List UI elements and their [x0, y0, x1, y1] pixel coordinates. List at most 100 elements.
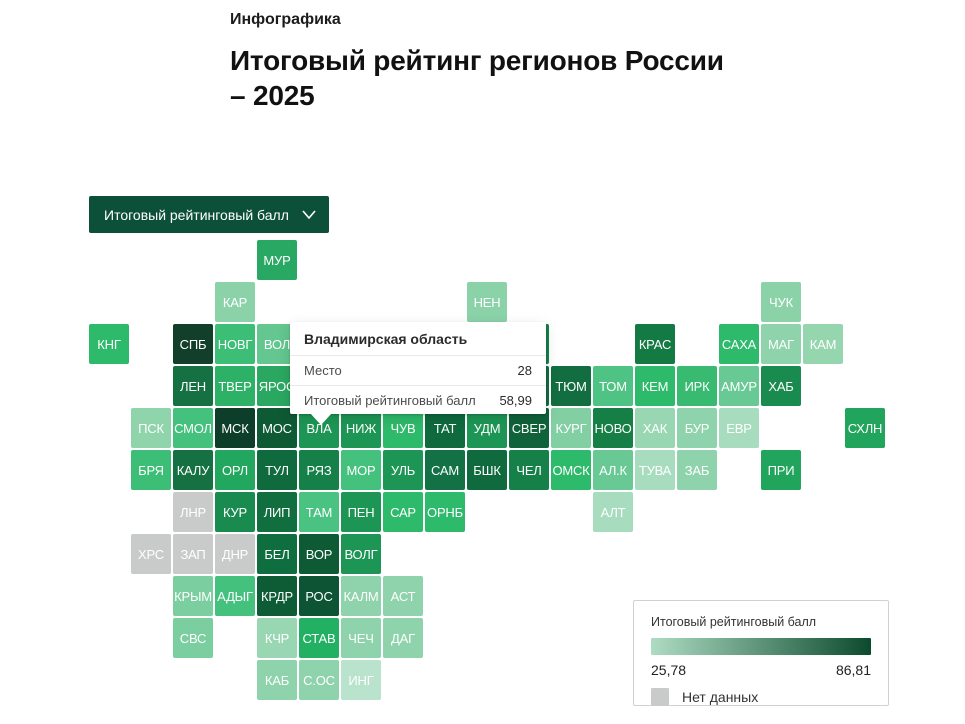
region-tile-СПБ[interactable]: СПБ	[173, 324, 213, 364]
region-tile-РОС[interactable]: РОС	[299, 576, 339, 616]
region-tile-БУР[interactable]: БУР	[677, 408, 717, 448]
region-tile-ПРИ[interactable]: ПРИ	[761, 450, 801, 490]
region-tile-УЛЬ[interactable]: УЛЬ	[383, 450, 423, 490]
region-tile-ТАМ[interactable]: ТАМ	[299, 492, 339, 532]
region-tile-АЛТ[interactable]: АЛТ	[593, 492, 633, 532]
page-title: Итоговый рейтинг регионов России – 2025	[230, 43, 724, 113]
region-tile-РЯЗ[interactable]: РЯЗ	[299, 450, 339, 490]
legend-range: 25,78 86,81	[651, 662, 871, 678]
region-tile-ДАГ[interactable]: ДАГ	[383, 618, 423, 658]
region-tile-ОРЛ[interactable]: ОРЛ	[215, 450, 255, 490]
region-tile-ОРНБ[interactable]: ОРНБ	[425, 492, 465, 532]
region-tile-СХЛН[interactable]: СХЛН	[845, 408, 885, 448]
region-tile-ПСК[interactable]: ПСК	[131, 408, 171, 448]
region-tile-САМ[interactable]: САМ	[425, 450, 465, 490]
region-tile-МСК[interactable]: МСК	[215, 408, 255, 448]
region-tile-БШК[interactable]: БШК	[467, 450, 507, 490]
region-tile-КРЫМ[interactable]: КРЫМ	[173, 576, 213, 616]
legend-panel: Итоговый рейтинговый балл 25,78 86,81 Не…	[633, 600, 889, 706]
region-tile-ХАК[interactable]: ХАК	[635, 408, 675, 448]
no-data-label: Нет данных	[682, 689, 759, 705]
region-tile-АМУР[interactable]: АМУР	[719, 366, 759, 406]
region-tile-ИРК[interactable]: ИРК	[677, 366, 717, 406]
page-title-line2: – 2025	[230, 80, 315, 111]
page-title-line1: Итоговый рейтинг регионов России	[230, 45, 724, 76]
region-tile-КРАС[interactable]: КРАС	[635, 324, 675, 364]
region-tile-МУР[interactable]: МУР	[257, 240, 297, 280]
region-tile-ЧУК[interactable]: ЧУК	[761, 282, 801, 322]
region-tile-ТАТ[interactable]: ТАТ	[425, 408, 465, 448]
legend-title: Итоговый рейтинговый балл	[651, 615, 817, 629]
region-tile-ХРС[interactable]: ХРС	[131, 534, 171, 574]
region-tile-ЧЕЧ[interactable]: ЧЕЧ	[341, 618, 381, 658]
region-tile-КАЛУ[interactable]: КАЛУ	[173, 450, 213, 490]
region-tile-САХА[interactable]: САХА	[719, 324, 759, 364]
tooltip-place-row: Место 28	[290, 356, 546, 385]
region-tile-КЧР[interactable]: КЧР	[257, 618, 297, 658]
region-tile-АСТ[interactable]: АСТ	[383, 576, 423, 616]
tooltip-place-label: Место	[304, 363, 342, 378]
region-tile-КАР[interactable]: КАР	[215, 282, 255, 322]
region-tile-СВС[interactable]: СВС	[173, 618, 213, 658]
legend-gradient-bar	[651, 638, 871, 655]
region-tile-КАМ[interactable]: КАМ	[803, 324, 843, 364]
region-tile-НЕН[interactable]: НЕН	[467, 282, 507, 322]
region-tile-ОМСК[interactable]: ОМСК	[551, 450, 591, 490]
region-tile-СМОЛ[interactable]: СМОЛ	[173, 408, 213, 448]
tile-grid-map: МУР КАР НЕН ЧУК КНГ СПБ НОВГ ВОЛ КРАС САХА МАГ КАМ Л…	[89, 240, 887, 702]
region-tile-АЛ.К[interactable]: АЛ.К	[593, 450, 633, 490]
region-tile-КНГ[interactable]: КНГ	[89, 324, 129, 364]
legend-min-value: 25,78	[651, 662, 687, 678]
region-tile-ЛНР[interactable]: ЛНР	[173, 492, 213, 532]
region-tile-УДМ[interactable]: УДМ	[467, 408, 507, 448]
region-tile-ВОЛГ[interactable]: ВОЛГ	[341, 534, 381, 574]
region-tile-КУРГ[interactable]: КУРГ	[551, 408, 591, 448]
tooltip-place-value: 28	[517, 363, 532, 378]
region-tile-ПЕН[interactable]: ПЕН	[341, 492, 381, 532]
eyebrow-label: Инфографика	[230, 11, 341, 28]
region-tile-КАБ[interactable]: КАБ	[257, 660, 297, 700]
region-tile-КРДР[interactable]: КРДР	[257, 576, 297, 616]
region-tile-ЧУВ[interactable]: ЧУВ	[383, 408, 423, 448]
region-tile-КУР[interactable]: КУР	[215, 492, 255, 532]
region-tile-ХАБ[interactable]: ХАБ	[761, 366, 801, 406]
region-tile-ЕВР[interactable]: ЕВР	[719, 408, 759, 448]
region-tile-МОР[interactable]: МОР	[341, 450, 381, 490]
region-tile-МАГ[interactable]: МАГ	[761, 324, 801, 364]
metric-dropdown-label: Итоговый рейтинговый балл	[104, 206, 289, 223]
region-tile-КАЛМ[interactable]: КАЛМ	[341, 576, 381, 616]
region-tile-ТУВА[interactable]: ТУВА	[635, 450, 675, 490]
region-tile-НОВО[interactable]: НОВО	[593, 408, 633, 448]
region-tile-С.ОС[interactable]: С.ОС	[299, 660, 339, 700]
no-data-swatch	[651, 688, 669, 706]
region-tile-ЗАП[interactable]: ЗАП	[173, 534, 213, 574]
region-tile-МОС[interactable]: МОС	[257, 408, 297, 448]
region-tile-БРЯ[interactable]: БРЯ	[131, 450, 171, 490]
region-tile-ЧЕЛ[interactable]: ЧЕЛ	[509, 450, 549, 490]
region-tooltip: Владимирская область Место 28 Итоговый р…	[290, 322, 546, 425]
region-tile-ЛЕН[interactable]: ЛЕН	[173, 366, 213, 406]
legend-no-data-row: Нет данных	[651, 688, 871, 706]
region-tile-ТОМ[interactable]: ТОМ	[593, 366, 633, 406]
region-tile-ЛИП[interactable]: ЛИП	[257, 492, 297, 532]
tooltip-score-value: 58,99	[499, 392, 532, 408]
region-tile-ТУЛ[interactable]: ТУЛ	[257, 450, 297, 490]
region-tile-ДНР[interactable]: ДНР	[215, 534, 255, 574]
region-tile-ТЮМ[interactable]: ТЮМ	[551, 366, 591, 406]
region-tile-НОВГ[interactable]: НОВГ	[215, 324, 255, 364]
region-tile-ИНГ[interactable]: ИНГ	[341, 660, 381, 700]
metric-dropdown[interactable]: Итоговый рейтинговый балл	[89, 196, 329, 233]
region-tile-БЕЛ[interactable]: БЕЛ	[257, 534, 297, 574]
region-tile-СВЕР[interactable]: СВЕР	[509, 408, 549, 448]
region-tile-САР[interactable]: САР	[383, 492, 423, 532]
region-tile-ЗАБ[interactable]: ЗАБ	[677, 450, 717, 490]
region-tile-КЕМ[interactable]: КЕМ	[635, 366, 675, 406]
region-tile-НИЖ[interactable]: НИЖ	[341, 408, 381, 448]
region-tile-СТАВ[interactable]: СТАВ	[299, 618, 339, 658]
region-tile-АДЫГ[interactable]: АДЫГ	[215, 576, 255, 616]
region-tile-ВОР[interactable]: ВОР	[299, 534, 339, 574]
chevron-down-icon	[302, 210, 316, 219]
tooltip-score-row: Итоговый рейтинговый балл 58,99	[290, 385, 546, 414]
region-tile-ТВЕР[interactable]: ТВЕР	[215, 366, 255, 406]
